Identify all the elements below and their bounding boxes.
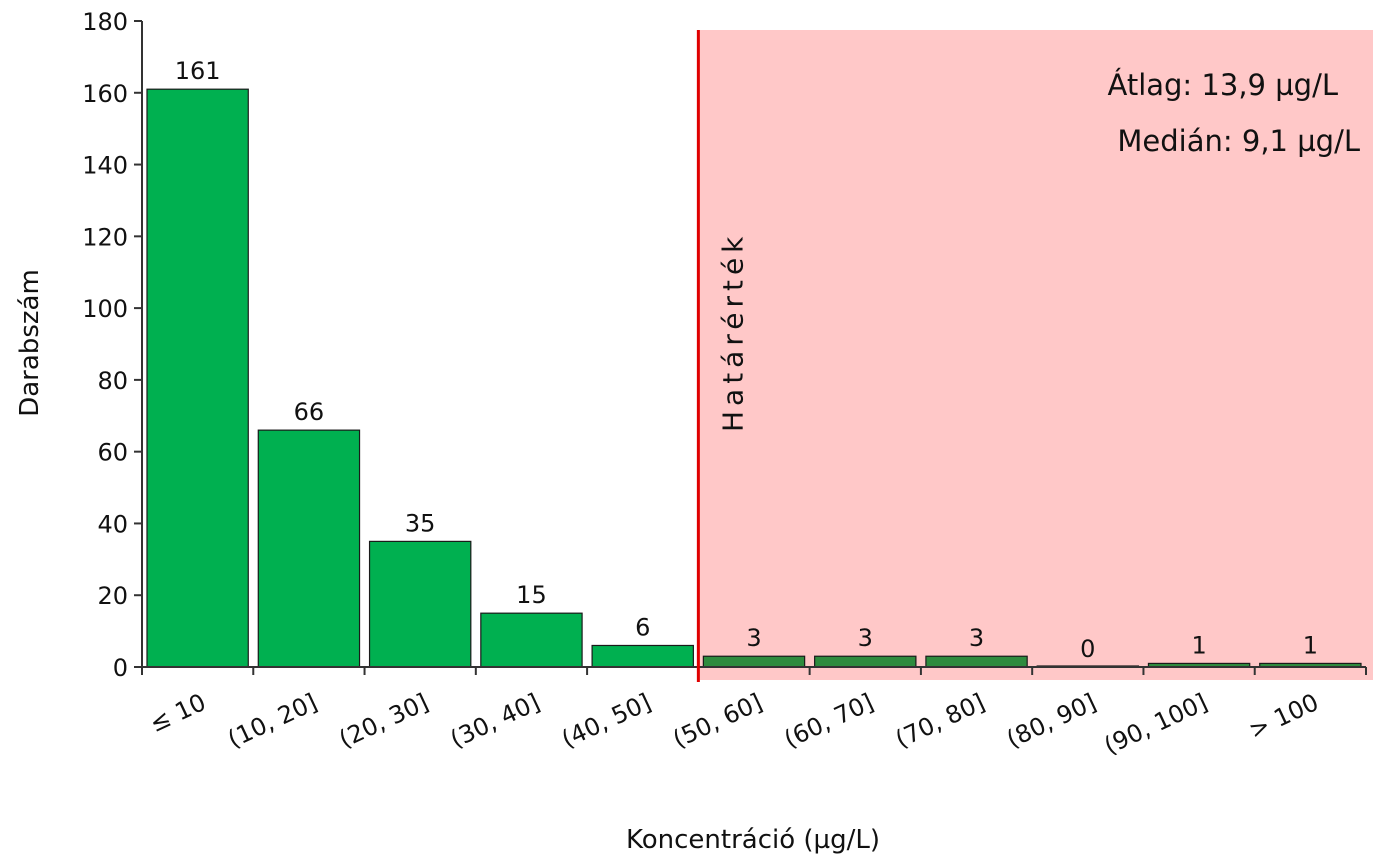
bar-value-label-4: 6 — [635, 613, 650, 641]
y-tick-label-8: 160 — [82, 80, 128, 108]
bar-value-label-1: 66 — [294, 398, 325, 426]
bar-2 — [368, 540, 472, 668]
bar-value-label-10: 1 — [1303, 631, 1318, 659]
bar-value-label-6: 3 — [858, 624, 873, 652]
bar-value-label-2: 35 — [405, 509, 436, 537]
x-axis-title: Koncentráció (µg/L) — [626, 825, 880, 855]
x-tick-label-9: (90, 100] — [1100, 688, 1212, 760]
y-tick-label-7: 140 — [82, 152, 128, 180]
y-tick-label-9: 180 — [82, 8, 128, 36]
x-tick-label-8: (80, 90] — [1002, 688, 1100, 754]
y-tick-label-0: 0 — [113, 654, 128, 682]
bar-value-label-5: 3 — [746, 624, 761, 652]
limit-label: Határérték — [716, 232, 749, 432]
y-tick-label-3: 60 — [97, 439, 128, 467]
x-tick-label-7: (70, 80] — [891, 688, 989, 754]
y-axis-title: Darabszám — [15, 269, 45, 417]
bar-4 — [591, 644, 694, 668]
x-tick-label-0: ≤ 10 — [146, 688, 211, 738]
x-tick-label-6: (60, 70] — [780, 688, 878, 754]
bar-value-labels: 161 66 35 15 6 3 3 3 0 1 1 — [175, 57, 1318, 663]
y-tick-label-1: 20 — [97, 582, 128, 610]
bar-3 — [480, 612, 583, 668]
exceedance-region — [698, 30, 1373, 680]
bar-value-label-9: 1 — [1191, 631, 1206, 659]
axes-group — [141, 21, 1366, 668]
x-tick-label-4: (40, 50] — [557, 688, 655, 754]
x-tick-label-10: > 100 — [1244, 688, 1322, 744]
y-ticks-group: 0 20 40 60 80 100 120 140 160 180 — [82, 8, 142, 682]
bar-value-label-7: 3 — [969, 624, 984, 652]
median-annotation: Medián: 9,1 µg/L — [1117, 124, 1360, 158]
y-tick-label-2: 40 — [97, 510, 128, 538]
bar-5 — [702, 655, 806, 668]
x-tick-label-1: (10, 20] — [223, 688, 321, 754]
bar-value-label-3: 15 — [516, 581, 547, 609]
x-tick-label-2: (20, 30] — [335, 688, 433, 754]
x-tick-label-5: (50, 60] — [669, 688, 767, 754]
bar-0 — [146, 88, 249, 668]
bar-value-label-0: 161 — [175, 57, 221, 85]
bar-1 — [257, 429, 361, 668]
bar-value-label-8: 0 — [1080, 635, 1095, 663]
x-tick-label-3: (30, 40] — [446, 688, 544, 754]
y-tick-label-4: 80 — [97, 367, 128, 395]
bar-7 — [925, 655, 1028, 668]
y-tick-label-6: 120 — [82, 223, 128, 251]
y-tick-label-5: 100 — [82, 295, 128, 323]
bars-group — [146, 88, 1362, 668]
bar-6 — [814, 655, 917, 668]
mean-annotation: Átlag: 13,9 µg/L — [1108, 68, 1339, 102]
x-ticks-group: ≤ 10 (10, 20] (20, 30] (30, 40] (40, 50] (50,… — [141, 667, 1367, 760]
